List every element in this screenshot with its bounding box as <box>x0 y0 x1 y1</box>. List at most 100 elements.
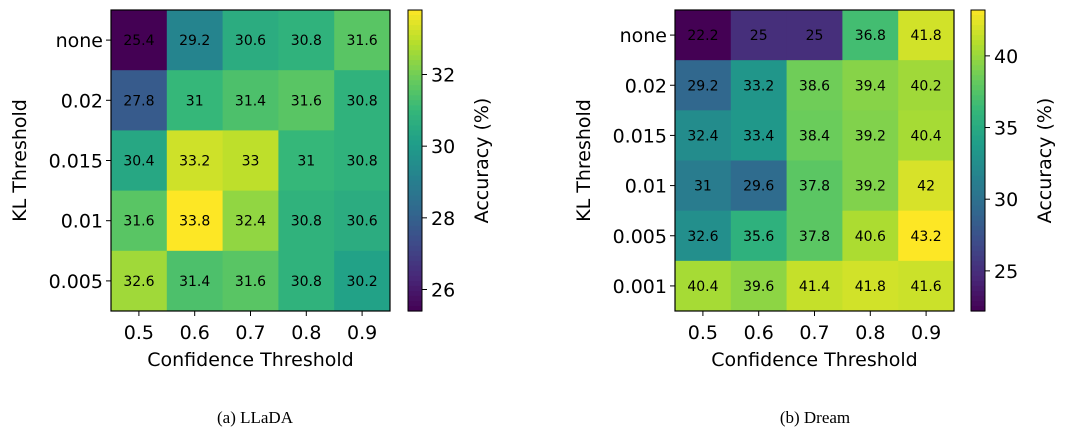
heatmap-cell <box>278 250 335 312</box>
heatmap-cell <box>898 60 955 111</box>
colorbar-segment <box>408 285 422 292</box>
colorbar-segment <box>971 265 985 272</box>
heatmap-cell <box>730 260 788 312</box>
colorbar-segment <box>408 30 422 36</box>
colorbar-segment <box>408 305 422 312</box>
cell-value-label: 27.8 <box>123 93 154 109</box>
cell-value-label: 29.6 <box>743 179 774 195</box>
cell-value-label: 29.2 <box>179 33 210 49</box>
colorbar-segment <box>971 275 985 282</box>
colorbar-segment <box>408 220 422 227</box>
cell-value-label: 31 <box>186 93 204 109</box>
colorbar-segment <box>408 270 422 277</box>
colorbar-segment <box>408 185 422 192</box>
colorbar-segment <box>408 210 422 217</box>
colorbar-tick-label: 32 <box>431 65 455 87</box>
cell-value-label: 25 <box>750 28 768 44</box>
colorbar-segment <box>971 295 985 302</box>
colorbar-segment <box>971 285 985 292</box>
colorbar-segment <box>408 60 422 66</box>
colorbar-segment <box>971 90 985 96</box>
cell-value-label: 39.2 <box>855 128 886 144</box>
x-tick-label: 0.9 <box>347 322 377 344</box>
heatmap-cell <box>842 110 899 161</box>
y-tick-label: 0.02 <box>625 75 667 97</box>
y-tick-label: 0.01 <box>61 211 103 233</box>
heatmap-cell <box>730 10 788 61</box>
colorbar-segment <box>971 40 985 46</box>
heatmap-cell <box>675 110 732 161</box>
colorbar-segment <box>408 255 422 262</box>
colorbar-segment <box>971 230 985 237</box>
y-axis-label: KL Threshold <box>9 99 31 222</box>
colorbar-tick-label: 30 <box>431 136 455 158</box>
heatmap-cell <box>111 190 168 252</box>
x-tick-label: 0.6 <box>180 322 210 344</box>
cell-value-label: 30.2 <box>347 274 378 290</box>
colorbar-segment <box>971 145 985 152</box>
heatmap-cell <box>278 130 335 192</box>
heatmap-cell <box>786 210 843 262</box>
colorbar-segment <box>971 270 985 277</box>
heatmap-0: 25.4 29.2 30.6 30.8 31.6 27.8 31 31.4 31.6 30.8 30… <box>9 9 493 427</box>
y-axis-label: KL Threshold <box>573 99 595 222</box>
colorbar-segment <box>408 35 422 41</box>
colorbar-segment <box>971 120 985 126</box>
colorbar-segment <box>971 165 985 172</box>
cell-value-label: 29.2 <box>687 78 718 94</box>
heatmap-cell <box>898 110 955 161</box>
colorbar-segment <box>971 80 985 86</box>
heatmap-cell <box>898 210 955 262</box>
colorbar-segment <box>971 50 985 56</box>
x-tick-label: 0.9 <box>911 322 941 344</box>
colorbar-segment <box>408 235 422 242</box>
y-tick-label: 0.01 <box>625 176 667 198</box>
cell-value-label: 39.6 <box>743 279 774 295</box>
colorbar-segment <box>408 125 422 131</box>
colorbar-segment <box>408 200 422 207</box>
colorbar-segment <box>971 305 985 312</box>
heatmap-cell <box>111 250 168 312</box>
colorbar-segment <box>408 135 422 142</box>
heatmap-cell <box>675 60 732 111</box>
colorbar-segment <box>408 225 422 232</box>
heatmap-cell <box>898 10 955 61</box>
colorbar-segment <box>408 130 422 137</box>
cell-value-label: 40.6 <box>855 229 886 245</box>
heatmap-cell <box>675 210 732 262</box>
colorbar-segment <box>408 150 422 157</box>
heatmap-cell <box>278 10 335 71</box>
colorbar-segment <box>408 170 422 177</box>
colorbar-segment <box>971 220 985 227</box>
colorbar-segment <box>408 245 422 252</box>
colorbar-segment <box>971 100 985 106</box>
colorbar-segment <box>408 55 422 61</box>
colorbar-segment <box>408 75 422 81</box>
colorbar-segment <box>408 50 422 56</box>
colorbar-segment <box>971 180 985 187</box>
x-tick-label: 0.8 <box>855 322 885 344</box>
colorbar-segment <box>408 180 422 187</box>
colorbar-segment <box>971 300 985 307</box>
heatmap-cell <box>166 10 224 71</box>
heatmap-cell <box>334 70 391 131</box>
colorbar-segment <box>971 115 985 121</box>
cell-value-label: 30.8 <box>291 214 322 230</box>
y-tick-label: 0.005 <box>613 226 667 248</box>
cell-value-label: 37.8 <box>799 229 830 245</box>
cell-value-label: 31.6 <box>235 274 266 290</box>
colorbar-segment <box>408 290 422 297</box>
heatmap-cell <box>786 10 843 61</box>
colorbar-segment <box>408 295 422 302</box>
colorbar-segment <box>408 40 422 46</box>
colorbar-label: Accuracy (%) <box>471 98 493 224</box>
cell-value-label: 33.2 <box>179 154 210 170</box>
heatmap-cell <box>730 60 788 111</box>
colorbar-label: Accuracy (%) <box>1034 98 1056 224</box>
colorbar-segment <box>971 70 985 76</box>
colorbar-segment <box>971 215 985 222</box>
y-tick-label: 0.015 <box>613 125 667 147</box>
heatmap-cell <box>166 70 224 131</box>
